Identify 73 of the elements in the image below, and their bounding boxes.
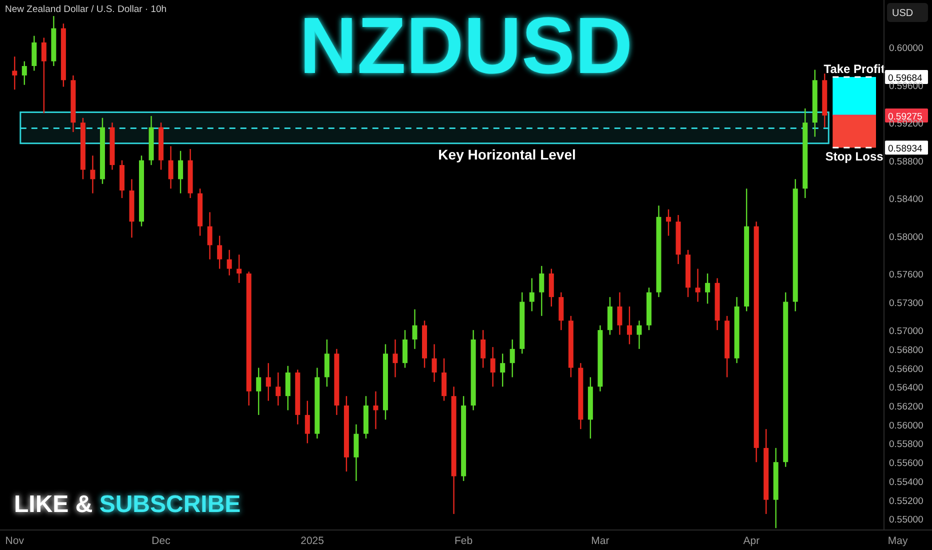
candlestick (90, 155, 96, 194)
candlestick (256, 367, 262, 416)
y-tick-label: 0.56600 (889, 364, 924, 375)
ref-line-label: 0.58934 (888, 144, 922, 155)
candlestick (626, 306, 632, 345)
candlestick (480, 329, 486, 368)
y-tick-label: 0.56000 (889, 420, 924, 432)
y-tick-label: 0.55200 (889, 496, 924, 507)
x-tick-label: Mar (591, 535, 610, 547)
candlestick (207, 212, 212, 260)
candlestick (276, 372, 281, 406)
candlestick (354, 424, 359, 482)
candlestick (41, 37, 46, 114)
unit-button: USD (887, 3, 928, 22)
candlestick (266, 362, 271, 402)
candlestick (617, 292, 622, 336)
candlestick (510, 338, 515, 378)
y-tick-label: 0.55600 (889, 458, 924, 470)
band-label: Key Horizontal Level (438, 146, 576, 162)
candlestick (442, 358, 447, 402)
y-tick-label: 0.56800 (889, 344, 924, 356)
candlestick (500, 353, 506, 388)
candlestick (607, 296, 612, 336)
y-tick-label: 0.58000 (889, 232, 924, 243)
x-tick-label: Nov (5, 535, 25, 547)
x-tick-label: 2025 (300, 535, 324, 547)
candlestick (636, 320, 642, 350)
candlestick (529, 278, 534, 312)
candlestick (666, 208, 672, 236)
y-tick-label: 0.55800 (889, 439, 924, 450)
candlestick (705, 272, 710, 304)
candlestick (539, 265, 544, 317)
candlestick (32, 35, 37, 72)
candlestick (392, 338, 398, 378)
x-tick-label: Feb (454, 535, 473, 547)
candlestick (304, 400, 310, 444)
candlestick (168, 146, 174, 190)
chart-title: NZDUSD (299, 1, 633, 90)
candlestick (695, 268, 700, 302)
candlestick (22, 60, 27, 86)
band-label: Stop Loss (825, 150, 884, 164)
candlestick (402, 329, 408, 368)
y-tick-label: 0.57600 (889, 269, 924, 280)
y-axis-title: USD (892, 8, 914, 19)
y-tick-label: 0.57300 (889, 298, 924, 309)
x-tick-label: May (888, 535, 909, 547)
candlestick (226, 249, 232, 276)
candlestick (236, 254, 242, 284)
y-tick-label: 0.55000 (889, 514, 924, 526)
annotation: LIKE & (14, 491, 93, 518)
y-tick-label: 0.58400 (889, 194, 924, 206)
candlestick (548, 268, 554, 308)
x-tick-label: Dec (152, 535, 170, 547)
y-tick-label: 0.58800 (889, 156, 924, 168)
y-tick-label: 0.56200 (889, 402, 924, 413)
candlestick (217, 235, 222, 270)
candlestick (12, 56, 18, 90)
x-tick-label: Apr (743, 535, 760, 547)
candlestick (412, 308, 418, 350)
y-tick-label: 0.56400 (889, 382, 924, 394)
candlestick (432, 344, 437, 383)
candlestick (373, 390, 378, 430)
candlestick (490, 346, 496, 388)
chart-subtitle: New Zealand Dollar / U.S. Dollar · 10h (5, 4, 167, 15)
y-tick-label: 0.57000 (889, 326, 924, 338)
candlestick (324, 338, 330, 388)
candlestick (285, 365, 290, 411)
y-tick-label: 0.60000 (889, 43, 924, 54)
candlestick (178, 150, 184, 194)
y-tick-label: 0.55400 (889, 476, 924, 488)
candlestick (558, 292, 564, 331)
annotation: SUBSCRIBE (92, 491, 241, 518)
band-label: Take Profit (824, 62, 885, 76)
